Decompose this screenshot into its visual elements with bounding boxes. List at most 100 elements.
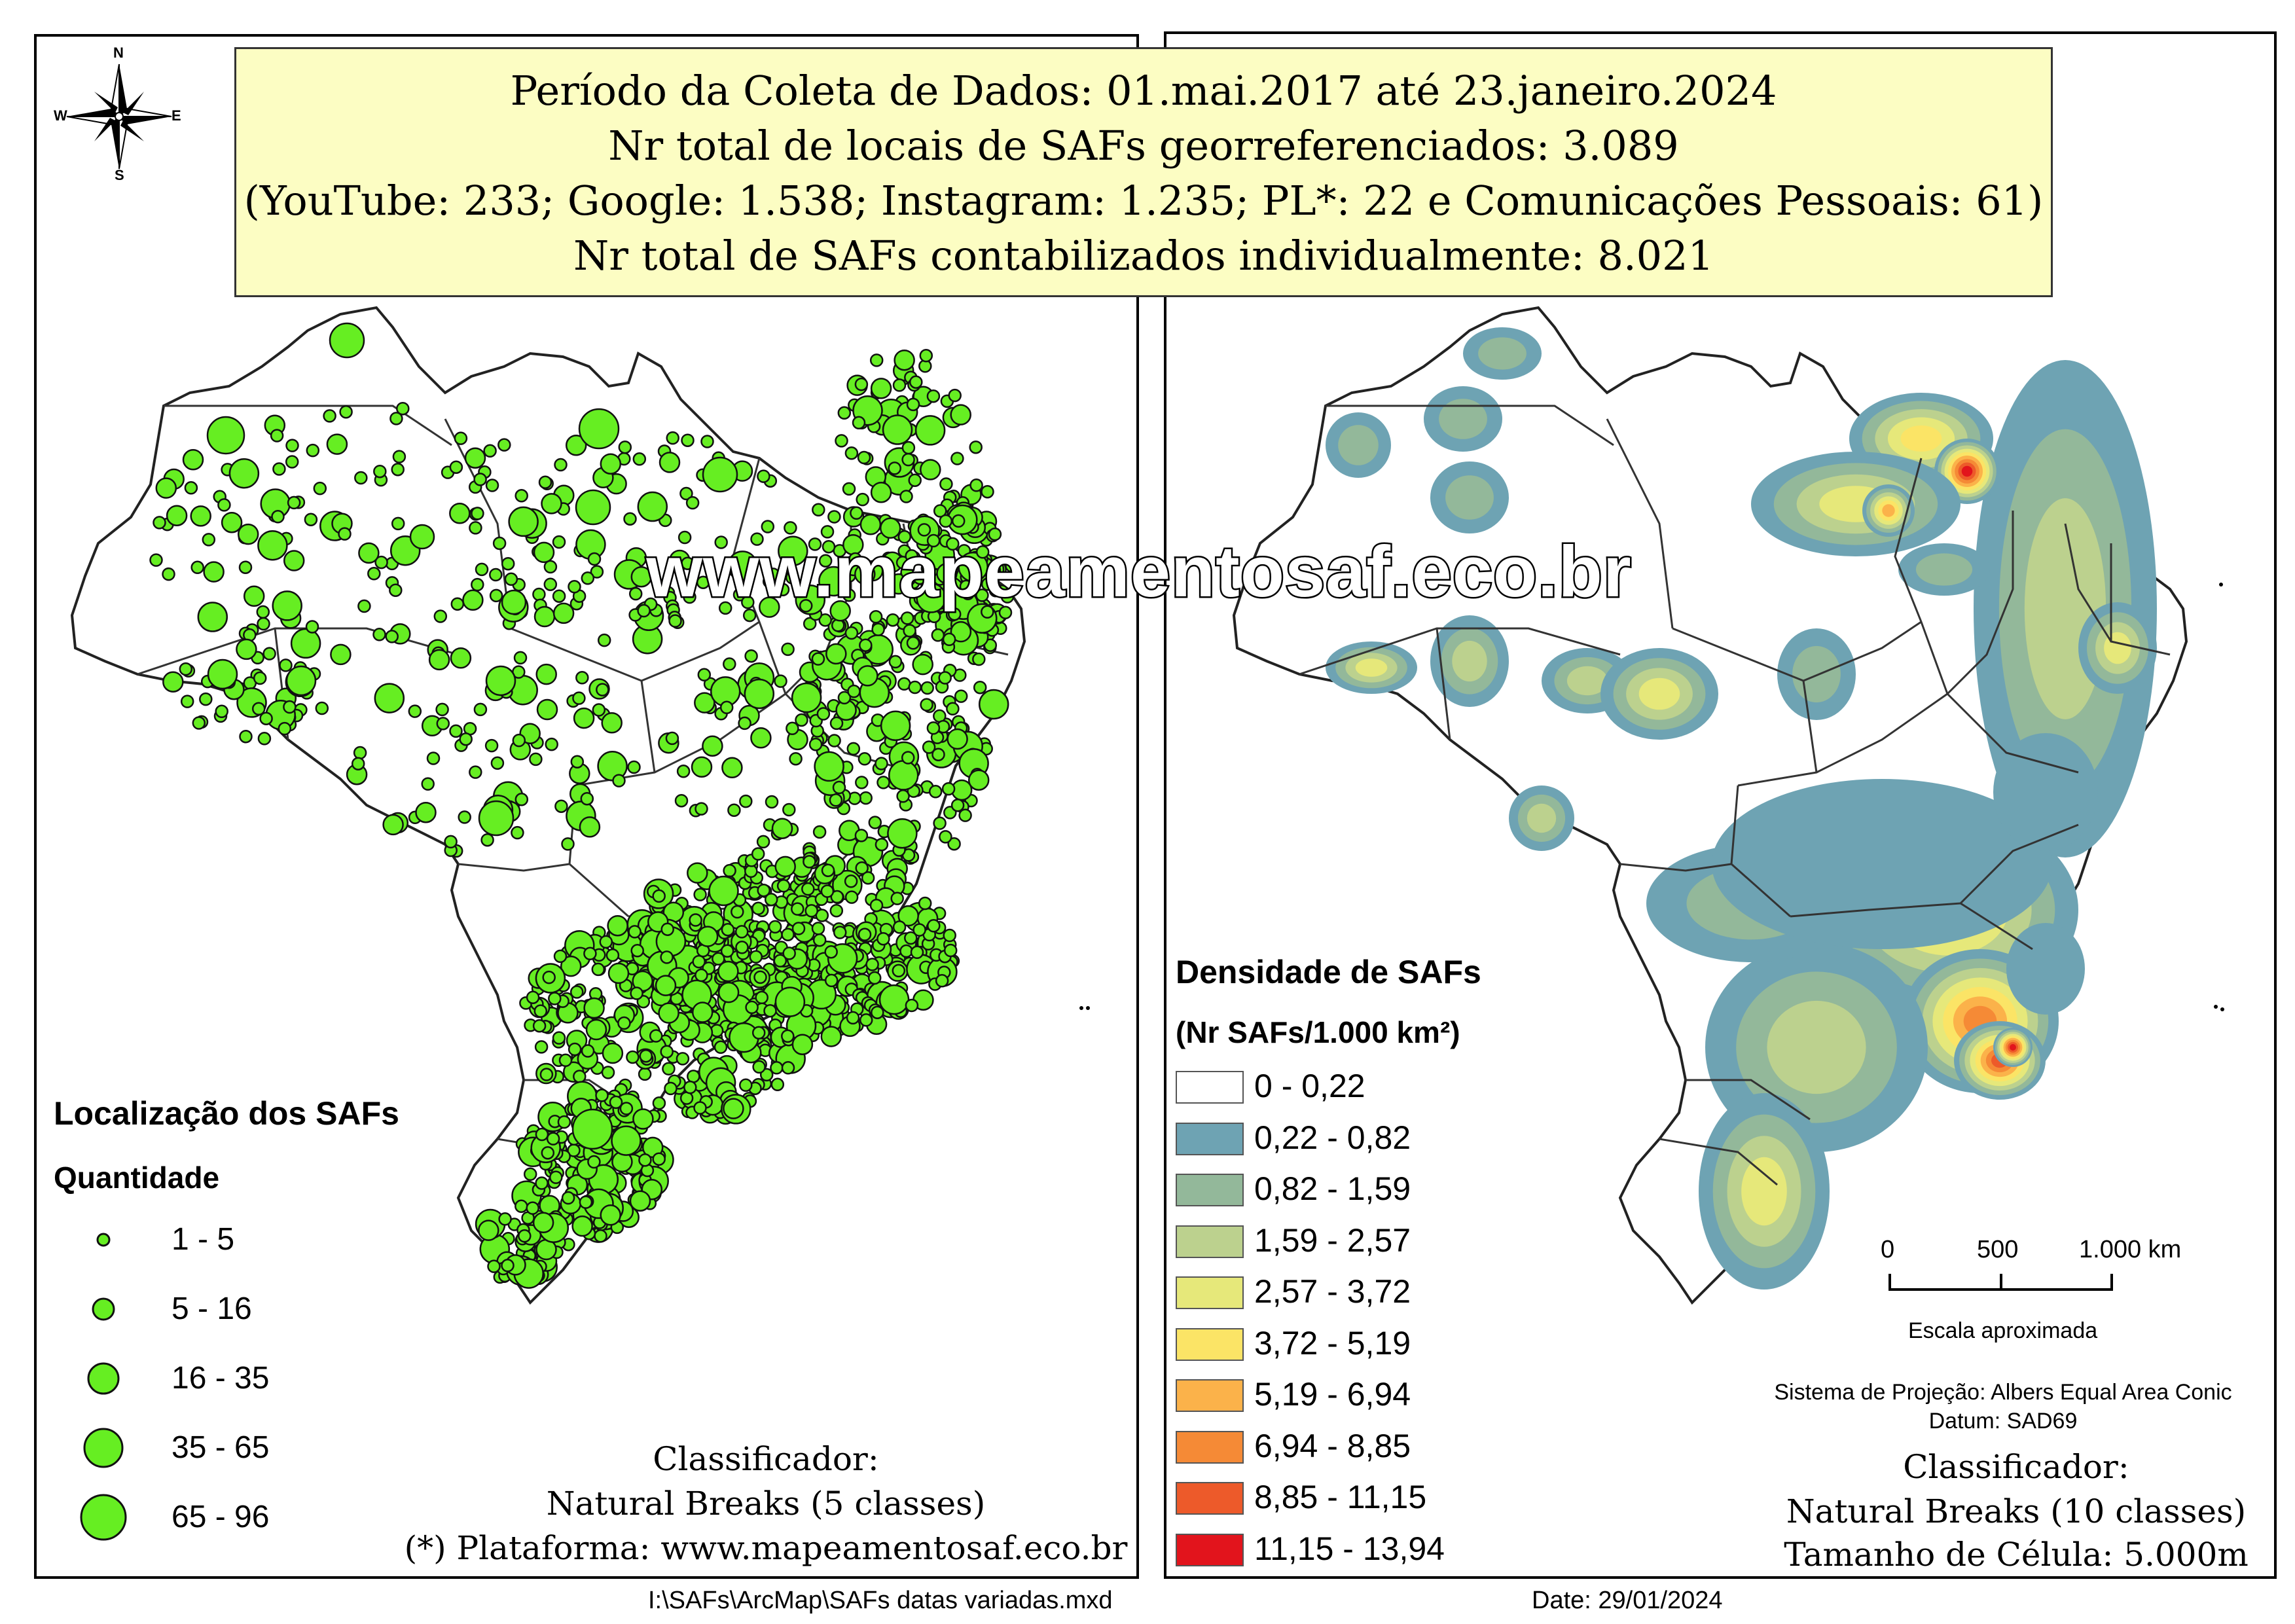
saf-point	[526, 990, 540, 1004]
saf-point	[939, 477, 953, 491]
saf-point	[850, 506, 863, 520]
saf-point	[920, 681, 934, 695]
saf-point	[954, 689, 968, 703]
compass-west-label: W	[54, 107, 67, 124]
saf-point	[969, 440, 983, 454]
saf-point	[738, 716, 751, 731]
saf-point	[595, 1089, 609, 1102]
saf-point	[285, 439, 299, 452]
saf-point	[752, 1060, 766, 1074]
saf-point	[702, 735, 723, 757]
saf-point	[392, 450, 407, 463]
saf-point	[742, 608, 757, 623]
saf-point	[628, 925, 642, 939]
saf-point	[353, 746, 367, 760]
saf-point	[585, 1019, 607, 1041]
saf-point	[535, 1176, 549, 1190]
saf-point	[658, 1002, 679, 1024]
saf-point	[774, 674, 787, 688]
saf-point	[745, 1000, 759, 1015]
saf-point	[676, 765, 691, 778]
saf-point	[714, 535, 728, 549]
density-class-label-4: 1,59 - 2,57	[1254, 1221, 1411, 1259]
saf-point	[858, 928, 872, 941]
saf-point	[714, 1040, 728, 1055]
legend-point-4	[83, 1428, 124, 1468]
source-breakdown: (YouTube: 233; Google: 1.538; Instagram:…	[244, 177, 2044, 225]
saf-point	[649, 1029, 663, 1043]
saf-point	[508, 506, 539, 537]
saf-point	[764, 892, 778, 907]
saf-point	[876, 776, 890, 789]
saf-point	[786, 721, 799, 736]
saf-point	[812, 503, 825, 517]
saf-point	[981, 605, 994, 619]
saf-point	[943, 943, 958, 958]
right-classifier-value: Natural Breaks (10 classes)	[1786, 1492, 2247, 1530]
scale-tick-0: 0	[1881, 1236, 1895, 1263]
saf-point	[942, 632, 956, 647]
saf-point	[600, 1204, 621, 1226]
saf-point-large	[206, 416, 245, 455]
density-contour	[1478, 337, 1527, 370]
saf-point	[149, 553, 163, 567]
saf-point	[859, 514, 882, 535]
saf-point	[237, 523, 259, 545]
saf-point	[315, 701, 329, 715]
saf-point	[436, 717, 450, 731]
saf-point	[712, 952, 725, 966]
saf-point	[804, 904, 818, 918]
saf-point	[617, 1016, 631, 1030]
saf-point	[844, 890, 859, 904]
saf-point	[627, 760, 641, 774]
saf-point	[887, 818, 918, 849]
saf-point	[660, 1045, 674, 1058]
saf-point	[683, 1080, 697, 1094]
saf-point	[899, 490, 913, 503]
saf-point	[306, 443, 320, 458]
saf-point	[583, 997, 605, 1019]
saf-point	[768, 920, 782, 934]
island-markers	[1079, 583, 2224, 1011]
saf-point	[859, 638, 873, 652]
saf-point	[913, 571, 927, 585]
saf-point	[483, 444, 497, 458]
saf-point	[871, 623, 885, 636]
density-contour	[1355, 659, 1388, 677]
saf-point	[717, 960, 739, 983]
density-contour	[2024, 498, 2106, 719]
saf-point	[489, 588, 503, 603]
saf-point	[166, 505, 188, 526]
saf-point	[729, 1022, 759, 1053]
saf-point	[852, 416, 866, 430]
density-swatch-4	[1176, 1225, 1244, 1258]
saf-point	[776, 879, 791, 893]
legend-class-3: 16 - 35	[172, 1361, 270, 1396]
saf-point	[988, 527, 1002, 541]
saf-point	[854, 377, 869, 391]
saf-point	[751, 901, 765, 916]
density-class-label-9: 8,85 - 11,15	[1254, 1479, 1427, 1515]
saf-point	[844, 875, 858, 888]
saf-point	[561, 1191, 575, 1205]
left-legend-title: Localização dos SAFs	[54, 1095, 399, 1132]
saf-point	[454, 431, 468, 445]
saf-point	[464, 447, 486, 469]
saf-point	[888, 655, 903, 669]
saf-point	[489, 568, 503, 582]
saf-point	[759, 596, 780, 618]
saf-point	[629, 1190, 651, 1212]
density-contour	[1900, 425, 1942, 452]
saf-point	[693, 888, 707, 901]
saf-point	[652, 1152, 666, 1166]
saf-point	[901, 751, 915, 765]
density-contour	[1993, 733, 2098, 851]
saf-point	[542, 970, 556, 984]
saf-point	[975, 545, 990, 559]
density-class-label-6: 3,72 - 5,19	[1254, 1324, 1411, 1362]
saf-point	[959, 579, 973, 594]
saf-point	[382, 814, 404, 836]
saf-point	[720, 944, 734, 958]
density-class-label-3: 0,82 - 1,59	[1254, 1170, 1411, 1207]
